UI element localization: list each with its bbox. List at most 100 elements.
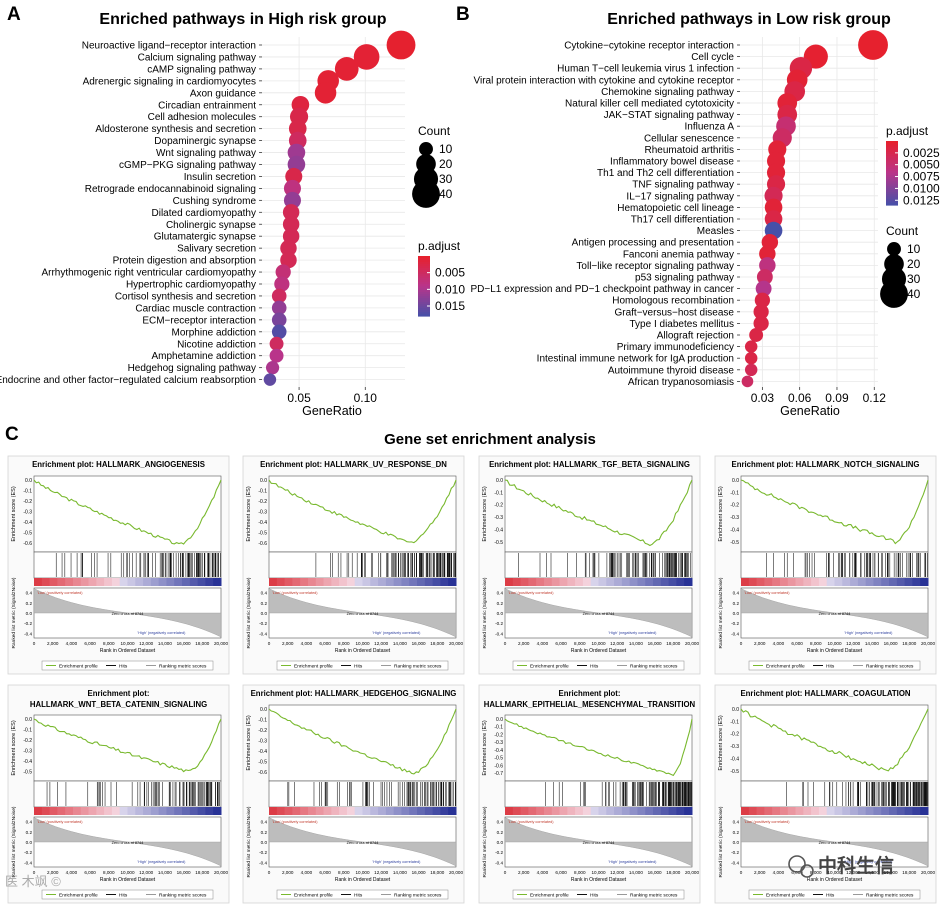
gsea-zero-cross: Zero cross at 8744 <box>583 612 615 616</box>
gsea-rank-ramp-segment <box>811 807 820 815</box>
gsea-metric-ytick: -0.4 <box>731 860 739 865</box>
gsea-metric-ytick: 0.2 <box>733 830 740 835</box>
gsea-rank-ramp-segment <box>842 578 851 586</box>
gsea-rank-ramp-segment <box>543 807 553 815</box>
b-pathway-label: Primary immunodeficiency <box>617 342 734 353</box>
gsea-metric-area <box>740 588 929 638</box>
a-dot <box>275 264 291 280</box>
b-colorbar-segment <box>886 145 898 148</box>
gsea-rank-ramp-segment <box>166 807 175 815</box>
gsea-metric-ytick: -0.2 <box>24 850 32 855</box>
gsea-rank-ramp-segment <box>57 807 66 815</box>
b-pathway-label: Measles <box>697 226 734 237</box>
gsea-rank-ramp-segment <box>197 578 206 586</box>
gsea-rank-ramp-segment <box>393 807 402 815</box>
gsea-es-ytick: -0.2 <box>23 499 32 505</box>
gsea-es-ytick: -0.2 <box>23 738 32 744</box>
a-dot <box>282 216 300 233</box>
a-pathway-label: Nicotine addiction <box>177 339 256 350</box>
gsea-xtick: 4,000 <box>301 870 313 875</box>
a-dot <box>274 276 290 292</box>
gsea-es-ytick: -0.3 <box>730 515 739 521</box>
gsea-es-ytick: -0.3 <box>730 744 739 750</box>
gsea-metric-ytick: -0.4 <box>24 860 32 865</box>
gsea-rank-ramp-segment <box>505 807 514 815</box>
a-pathway-label: ECM−receptor interaction <box>142 315 256 326</box>
a-colorbar-label: 0.015 <box>435 299 465 313</box>
gsea-rank-ramp-segment <box>378 578 387 586</box>
gsea-metric-ytick: 0.2 <box>733 601 740 606</box>
gsea-rank-ramp-segment <box>182 578 191 586</box>
gsea-metric-area <box>33 588 222 638</box>
a-dot <box>269 336 284 351</box>
a-colorbar-segment <box>418 314 430 317</box>
a-colorbar-segment <box>418 272 430 275</box>
gsea-es-ylabel: Enrichment score (ES) <box>246 715 252 770</box>
gsea-es-box <box>740 475 929 553</box>
gsea-metric-ylabel: Ranked list metric (Signal2Noise) <box>11 577 17 648</box>
gsea-es-ytick: -0.5 <box>258 530 267 536</box>
gsea-high-label: 'High' (negatively correlated) <box>609 860 658 864</box>
gsea-hits-box <box>740 780 929 808</box>
b-colorbar-segment <box>886 198 898 202</box>
b-colorbar-segment <box>886 196 898 200</box>
gsea-rank-ramp-segment <box>590 578 599 586</box>
gsea-xtick: 10,000 <box>591 870 605 875</box>
b-colorbar-segment <box>886 190 898 193</box>
gsea-rank-ramp-segment <box>424 578 434 586</box>
gsea-rank-ramp-segment <box>401 578 410 586</box>
b-dot <box>744 340 758 353</box>
gsea-es-ytick: -0.5 <box>23 770 32 776</box>
gsea-rank-ramp-segment <box>873 578 882 586</box>
gsea-rank-ramp-segment <box>748 807 758 815</box>
gsea-rank-ramp-segment <box>189 807 199 815</box>
gsea-rank-ramp-segment <box>826 578 835 586</box>
gsea-metric-ylabel: Ranked list metric (Signal2Noise) <box>482 806 488 877</box>
gsea-xtick: 20,000 <box>685 870 699 875</box>
gsea-xtick: 18,000 <box>195 870 209 875</box>
gsea-xtick: 4,000 <box>537 870 549 875</box>
gsea-rank-ramp-segment <box>621 578 631 586</box>
gsea-rank-ramp-segment <box>764 578 773 586</box>
gsea-xtick: 6,000 <box>319 641 331 646</box>
a-dot <box>271 312 287 328</box>
gsea-metric-ytick: -0.2 <box>495 850 503 855</box>
gsea-rank-ramp-segment <box>370 578 379 586</box>
gsea-rank-ramp-segment <box>300 578 309 586</box>
a-pathway-label: cAMP signaling pathway <box>147 64 256 75</box>
gsea-xtick: 18,000 <box>902 870 916 875</box>
gsea-rank-ramp-segment <box>323 807 332 815</box>
gsea-legend-box <box>748 889 921 900</box>
gsea-plot: Enrichment plot: HALLMARK_HEDGEHOG_SIGNA… <box>242 684 465 904</box>
watermark-brand: 中科生信 <box>818 854 894 877</box>
b-dot <box>744 351 758 365</box>
gsea-rank-ramp-segment <box>528 578 537 586</box>
b-xtick-label: 0.03 <box>751 391 775 405</box>
gsea-title: Enrichment plot: HALLMARK_UV_RESPONSE_DN <box>260 460 447 469</box>
gsea-es-ytick: -0.5 <box>730 769 739 775</box>
gsea-rank-ramp-segment <box>96 578 105 586</box>
a-colorbar-segment <box>418 276 430 279</box>
a-colorbar-segment <box>418 256 430 259</box>
gsea-enrichment-curve <box>740 479 929 545</box>
gsea-rank-ramp-segment <box>756 578 765 586</box>
gsea-metric-ytick: 0.4 <box>497 820 504 825</box>
gsea-rank-ramp-segment <box>857 807 867 815</box>
panel-a-title: Enriched pathways in High risk group <box>99 11 386 28</box>
gsea-metric-ytick: 0.0 <box>733 611 740 616</box>
gsea-rank-ramp-segment <box>637 578 646 586</box>
gsea-es-ytick: 0.0 <box>25 478 32 484</box>
b-colorbar-segment <box>886 158 898 161</box>
gsea-rank-ramp-segment <box>292 578 301 586</box>
a-dot <box>334 57 359 81</box>
gsea-xtick: 2,000 <box>754 870 766 875</box>
gsea-xtick: 14,000 <box>865 870 879 875</box>
b-colorbar-label: 0.0075 <box>903 170 940 184</box>
b-pathway-label: Cellular senescence <box>644 133 734 144</box>
gsea-rank-ramp-segment <box>96 807 105 815</box>
gsea-metric-ytick: 0.4 <box>497 591 504 596</box>
gsea-zero-cross: Zero cross at 8744 <box>347 841 379 845</box>
gsea-rank-ramp-segment <box>811 578 820 586</box>
gsea-rank-ramp-segment <box>551 578 561 586</box>
gsea-rank-ramp-segment <box>881 578 890 586</box>
